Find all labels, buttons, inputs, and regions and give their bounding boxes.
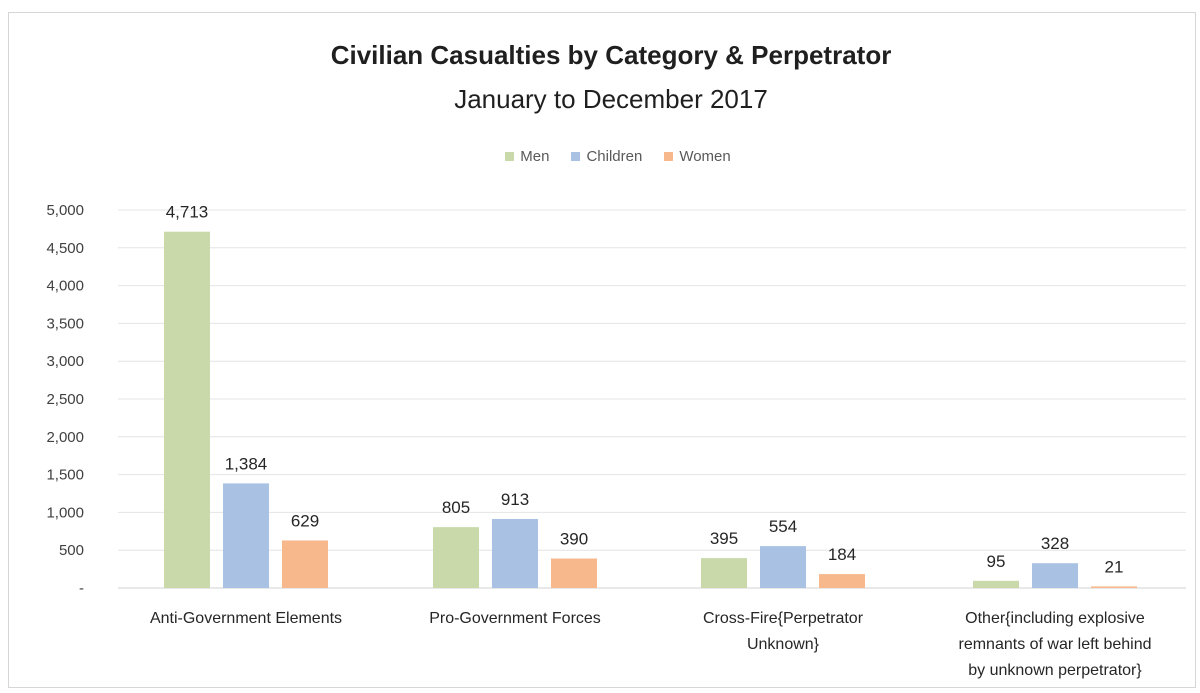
chart-legend: Men Children Women [0, 148, 1200, 165]
data-label: 395 [710, 529, 738, 548]
y-tick-label: 1,500 [46, 467, 84, 484]
bar-children [492, 518, 538, 588]
x-category-label-line: Anti-Government Elements [150, 610, 342, 627]
chart-subtitle: January to December 2017 [454, 84, 768, 114]
legend-swatch-children [571, 152, 581, 161]
bar-men [701, 558, 747, 588]
bar-children [1032, 563, 1078, 588]
data-label: 21 [1105, 557, 1124, 576]
data-label: 805 [442, 498, 470, 517]
data-label: 4,713 [166, 203, 209, 222]
data-label: 390 [560, 530, 588, 549]
y-tick-label: 4,000 [46, 278, 84, 295]
bar-men [433, 527, 479, 588]
x-category-label-line: Other{including explosive [965, 610, 1145, 627]
legend-item-women: Women [664, 148, 731, 165]
y-tick-label: 500 [59, 542, 84, 559]
chart-title: Civilian Casualties by Category & Perpet… [330, 40, 892, 70]
bar-women [1091, 586, 1137, 588]
data-label: 328 [1041, 534, 1069, 553]
data-label: 629 [291, 511, 319, 530]
legend-item-children: Children [571, 148, 642, 165]
data-label: 1,384 [225, 454, 268, 473]
y-tick-label: 4,500 [46, 240, 84, 257]
x-category-label-line: Cross-Fire{Perpetrator [703, 610, 864, 627]
data-label: 184 [828, 545, 856, 564]
x-category-label-line: Unknown} [747, 636, 820, 653]
y-tick-label: 1,000 [46, 504, 84, 521]
x-category-label: Pro-Government Forces [429, 610, 601, 627]
legend-label-men: Men [520, 148, 550, 165]
y-tick-label: 3,000 [46, 353, 84, 370]
legend-label-women: Women [679, 148, 731, 165]
legend-item-men: Men [505, 148, 549, 165]
x-category-label-line: remnants of war left behind [959, 636, 1152, 653]
bar-women [819, 574, 865, 588]
legend-swatch-women [664, 152, 674, 161]
legend-swatch-men [505, 152, 515, 161]
y-tick-label: 3,500 [46, 315, 84, 332]
bar-men [973, 580, 1019, 588]
data-label: 554 [769, 517, 797, 536]
data-label: 913 [501, 490, 529, 509]
bar-men [164, 231, 210, 588]
x-category-label: Cross-Fire{Perpetrator Unknown} [703, 610, 864, 653]
y-tick-label: 5,000 [46, 202, 84, 219]
legend-label-children: Children [586, 148, 643, 165]
bar-children [760, 546, 806, 588]
data-label: 95 [987, 552, 1006, 571]
bar-women [551, 558, 597, 588]
y-tick-label: 2,000 [46, 429, 84, 446]
x-category-label-line: Pro-Government Forces [429, 610, 601, 627]
bar-children [223, 483, 269, 588]
x-category-label: Other{including explosive remnants of war… [959, 610, 1152, 679]
y-tick-label: 2,500 [46, 391, 84, 408]
bar-women [282, 540, 328, 588]
y-tick-label: - [79, 580, 84, 597]
x-category-label: Anti-Government Elements [150, 610, 342, 627]
x-category-label-line: by unknown perpetrator} [968, 662, 1142, 679]
